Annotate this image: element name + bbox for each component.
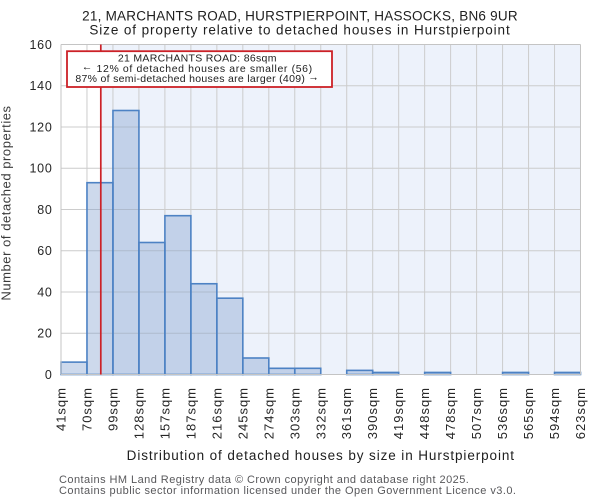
svg-text:120: 120 <box>30 120 53 134</box>
svg-text:187sqm: 187sqm <box>183 387 198 439</box>
svg-text:507sqm: 507sqm <box>469 387 484 439</box>
svg-text:0: 0 <box>45 368 53 382</box>
svg-text:623sqm: 623sqm <box>573 387 588 439</box>
svg-text:216sqm: 216sqm <box>209 387 224 439</box>
svg-text:361sqm: 361sqm <box>339 387 354 439</box>
svg-text:70sqm: 70sqm <box>79 387 94 431</box>
svg-text:157sqm: 157sqm <box>157 387 172 439</box>
svg-text:99sqm: 99sqm <box>105 387 120 431</box>
svg-text:245sqm: 245sqm <box>235 387 250 439</box>
svg-text:565sqm: 565sqm <box>521 387 536 439</box>
svg-text:419sqm: 419sqm <box>391 387 406 439</box>
svg-text:87% of semi-detached houses ar: 87% of semi-detached houses are larger (… <box>75 72 319 86</box>
svg-text:21, MARCHANTS ROAD, HURSTPIERP: 21, MARCHANTS ROAD, HURSTPIERPOINT, HASS… <box>82 9 518 24</box>
svg-text:140: 140 <box>30 79 53 93</box>
svg-text:303sqm: 303sqm <box>287 387 302 439</box>
svg-text:536sqm: 536sqm <box>495 387 510 439</box>
svg-text:80: 80 <box>37 203 52 217</box>
svg-text:Number of detached properties: Number of detached properties <box>0 105 14 300</box>
svg-text:40: 40 <box>37 285 52 299</box>
svg-text:41sqm: 41sqm <box>54 387 69 431</box>
svg-text:← 12% of detached houses are s: ← 12% of detached houses are smaller (56… <box>82 61 313 75</box>
svg-text:Distribution of detached house: Distribution of detached houses by size … <box>127 448 515 463</box>
svg-text:274sqm: 274sqm <box>261 387 276 439</box>
svg-text:60: 60 <box>37 244 52 258</box>
svg-text:478sqm: 478sqm <box>443 387 458 439</box>
svg-text:Size of property relative to d: Size of property relative to detached ho… <box>89 23 510 38</box>
svg-text:20: 20 <box>37 327 52 341</box>
svg-text:Contains public sector informa: Contains public sector information licen… <box>59 485 516 497</box>
svg-text:594sqm: 594sqm <box>547 387 562 439</box>
svg-text:332sqm: 332sqm <box>313 387 328 439</box>
svg-text:Contains HM Land Registry data: Contains HM Land Registry data © Crown c… <box>59 474 469 486</box>
svg-text:448sqm: 448sqm <box>417 387 432 439</box>
svg-text:128sqm: 128sqm <box>131 387 146 439</box>
svg-text:390sqm: 390sqm <box>365 387 380 439</box>
svg-text:160: 160 <box>30 38 53 52</box>
svg-text:100: 100 <box>30 162 53 176</box>
svg-text:21 MARCHANTS ROAD: 86sqm: 21 MARCHANTS ROAD: 86sqm <box>118 52 277 64</box>
